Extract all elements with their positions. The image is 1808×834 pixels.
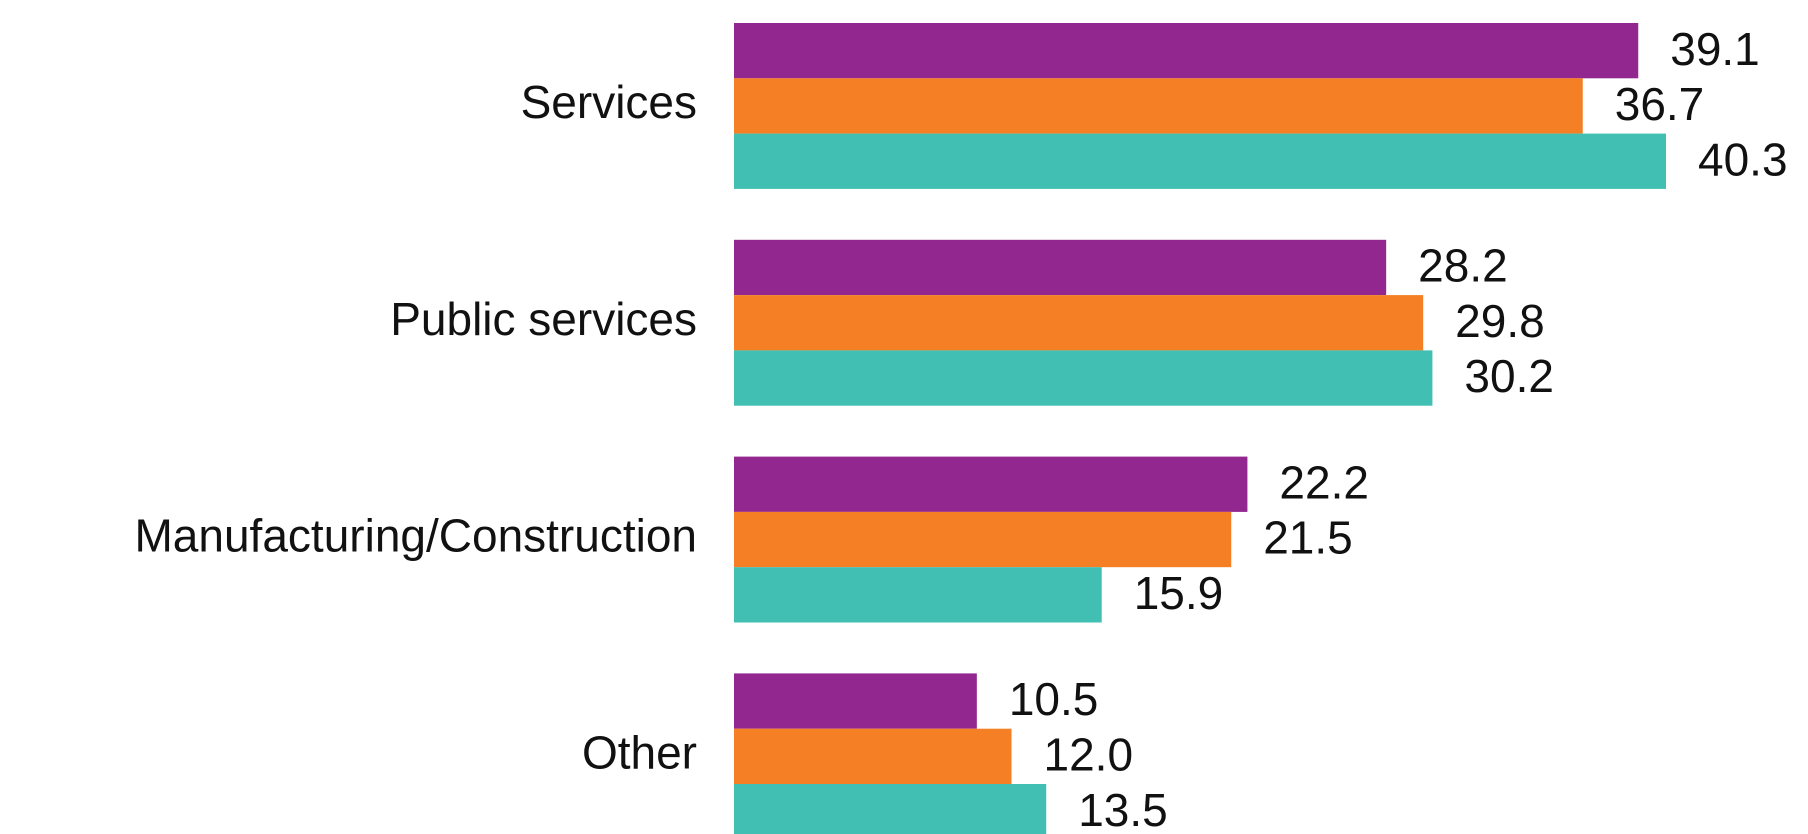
- bar: [734, 511, 1232, 568]
- bar: [734, 239, 1387, 296]
- category-label: Other: [582, 727, 697, 779]
- category-label: Public services: [390, 293, 697, 345]
- category-label: Manufacturing/Construction: [134, 510, 697, 562]
- bar: [734, 784, 1047, 834]
- value-label: 12.0: [1044, 729, 1134, 781]
- value-label: 13.5: [1078, 784, 1168, 834]
- value-label: 22.2: [1279, 456, 1369, 508]
- value-label: 10.5: [1009, 673, 1099, 725]
- bar: [734, 78, 1583, 134]
- category-label: Services: [521, 76, 697, 128]
- bar: [734, 133, 1666, 189]
- bar: [734, 728, 1012, 784]
- value-label: 36.7: [1615, 78, 1705, 130]
- value-label: 15.9: [1134, 567, 1224, 619]
- value-label: 30.2: [1464, 350, 1554, 402]
- value-label: 28.2: [1418, 240, 1508, 292]
- value-label: 39.1: [1670, 23, 1760, 75]
- bar: [734, 295, 1424, 351]
- bar: [734, 673, 977, 729]
- bar: [734, 23, 1639, 79]
- value-label: 21.5: [1263, 512, 1353, 564]
- bar: [734, 567, 1102, 623]
- bar: [734, 456, 1248, 512]
- value-label: 40.3: [1698, 133, 1788, 185]
- value-label: 29.8: [1455, 295, 1545, 347]
- bar: [734, 350, 1433, 406]
